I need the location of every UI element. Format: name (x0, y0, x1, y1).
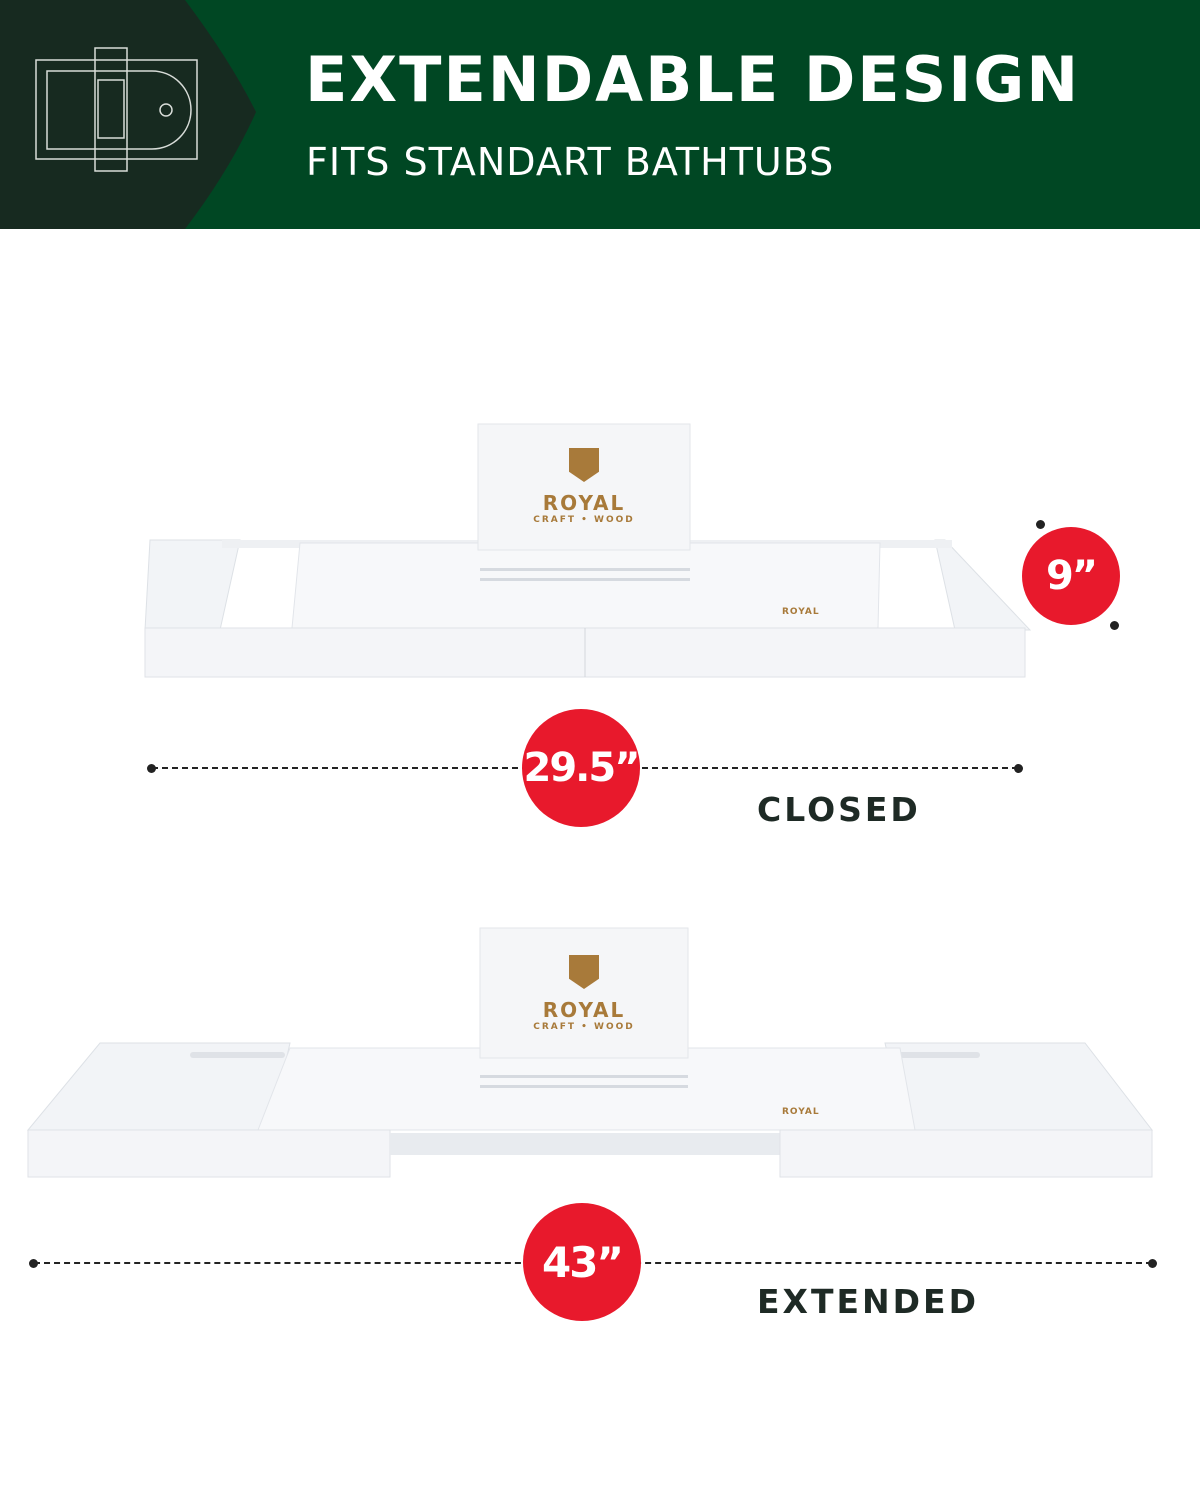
header-banner: EXTENDABLE DESIGN FITS STANDART BATHTUBS (0, 0, 1200, 229)
extended-tray-image (26, 927, 1154, 1178)
width-badge: 9” (1022, 527, 1120, 625)
brand-name: ROYAL (542, 998, 626, 1022)
brand-logo: ROYAL CRAFT • WOOD (478, 448, 690, 526)
brand-tagline: CRAFT • WOOD (533, 1022, 635, 1032)
closed-label: CLOSED (757, 790, 921, 829)
width-marker-top (1036, 520, 1045, 529)
extended-label: EXTENDED (757, 1282, 979, 1321)
page-subtitle: FITS STANDART BATHTUBS (306, 140, 835, 184)
crown-crest-icon (569, 955, 599, 989)
brand-name: ROYAL (542, 491, 626, 515)
brand-tagline: CRAFT • WOOD (533, 515, 635, 525)
brand-mini-logo: ROYAL (782, 1107, 820, 1117)
extended-line-start (29, 1259, 38, 1268)
bathtub-tray-outline-icon (0, 0, 256, 229)
extended-line-end (1148, 1259, 1157, 1268)
extended-length-badge: 43” (523, 1203, 641, 1321)
closed-line-start (147, 764, 156, 773)
crown-crest-icon (569, 448, 599, 482)
closed-line-end (1014, 764, 1023, 773)
page-title: EXTENDABLE DESIGN (305, 43, 1081, 116)
brand-mini-logo: ROYAL (782, 607, 820, 617)
brand-logo: ROYAL CRAFT • WOOD (480, 955, 688, 1033)
width-marker-bottom (1110, 621, 1119, 630)
closed-length-badge: 29.5” (522, 709, 640, 827)
closed-tray-image (144, 423, 1032, 678)
